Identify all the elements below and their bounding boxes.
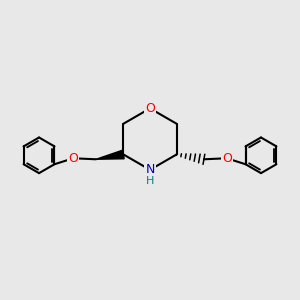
Text: H: H <box>146 176 154 186</box>
Text: O: O <box>222 152 232 165</box>
Text: O: O <box>68 152 78 165</box>
Text: O: O <box>145 102 155 115</box>
Text: N: N <box>145 163 155 176</box>
Polygon shape <box>96 150 124 159</box>
